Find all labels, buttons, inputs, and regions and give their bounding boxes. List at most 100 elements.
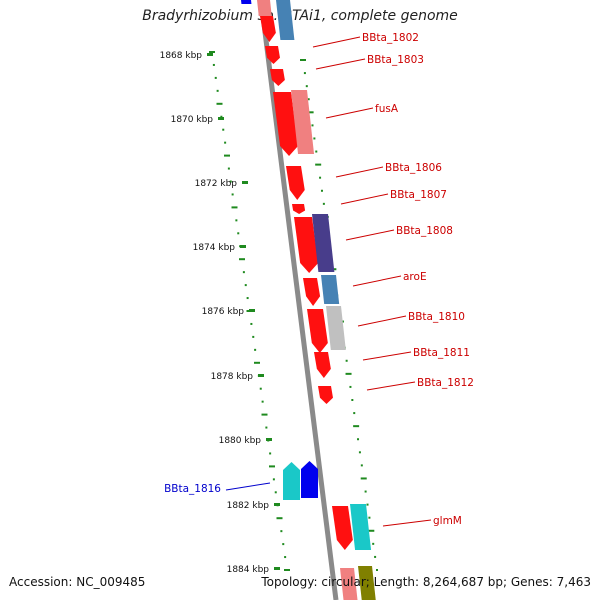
outer-scale-tick	[374, 556, 376, 558]
inner-scale-tick	[209, 51, 215, 53]
gene-label-leader	[336, 167, 383, 177]
outer-scale-tick	[349, 386, 351, 388]
inner-scale-tick	[239, 258, 245, 260]
outer-scale-tick	[304, 72, 306, 74]
inner-scale-tick	[250, 323, 252, 325]
outer-scale-tick	[315, 164, 321, 166]
gene-cds	[276, 0, 294, 40]
inner-scale-tick	[277, 517, 283, 519]
inner-scale-tick	[254, 362, 260, 364]
inner-scale-tick	[254, 349, 256, 351]
major-tick	[274, 567, 280, 570]
inner-scale-tick	[237, 232, 239, 234]
gene-label[interactable]: BBta_1803	[367, 54, 424, 66]
outer-scale-tick	[351, 399, 353, 401]
gene-label-leader	[346, 230, 394, 240]
major-tick	[218, 117, 224, 120]
outer-scale-tick	[376, 569, 378, 571]
major-tick	[207, 53, 213, 56]
gene-label[interactable]: BBta_1808	[396, 225, 453, 237]
outer-scale-tick	[313, 137, 315, 139]
outer-scale-tick	[361, 464, 363, 466]
outer-scale-tick	[306, 85, 308, 87]
scale-label: 1878 kbp	[211, 372, 254, 382]
outer-scale-tick	[361, 477, 367, 479]
inner-scale-tick	[245, 284, 247, 286]
gene-arrow	[314, 352, 331, 378]
gene-label-leader	[341, 194, 388, 204]
inner-scale-tick	[282, 543, 284, 545]
gene-arrow	[307, 309, 328, 353]
inner-scale-tick	[224, 142, 226, 144]
gene-label[interactable]: BBta_1812	[417, 377, 474, 389]
inner-scale-tick	[247, 297, 249, 299]
inner-scale-tick	[213, 64, 215, 66]
major-tick	[274, 503, 280, 506]
inner-scale-tick	[284, 569, 290, 571]
major-tick	[249, 309, 255, 312]
outer-scale-tick	[353, 425, 359, 427]
inner-scale-tick	[275, 491, 277, 493]
gene-label[interactable]: BBta_1806	[385, 162, 442, 174]
gene-label-leader	[326, 108, 373, 118]
genome-map-svg: 1868 kbp1870 kbp1872 kbp1874 kbp1876 kbp…	[0, 0, 600, 600]
inner-scale-tick	[273, 478, 275, 480]
gene-label-leader	[367, 382, 415, 390]
inner-scale-tick	[232, 193, 234, 195]
gene-label-leader	[313, 37, 360, 47]
scale-label: 1882 kbp	[227, 501, 270, 511]
gene-arrow	[332, 506, 353, 550]
gene-label[interactable]: BBta_1810	[408, 311, 465, 323]
gene-cds	[241, 0, 251, 4]
inner-scale-tick	[243, 271, 245, 273]
outer-scale-tick	[368, 517, 370, 519]
outer-scale-tick	[321, 190, 323, 192]
gene-arrow-reverse	[283, 462, 300, 500]
gene-label-leader	[316, 59, 365, 69]
inner-scale-tick	[252, 336, 254, 338]
gene-label[interactable]: fusA	[375, 103, 399, 115]
gene-cds	[321, 275, 339, 304]
major-tick	[258, 374, 264, 377]
outer-scale-tick	[359, 451, 361, 453]
gene-label[interactable]: BBta_1802	[362, 32, 419, 44]
scale-label: 1884 kbp	[227, 565, 270, 575]
scale-label: 1872 kbp	[195, 179, 238, 189]
outer-scale-tick	[353, 412, 355, 414]
inner-scale-tick	[284, 556, 286, 558]
scale-label: 1870 kbp	[171, 115, 214, 125]
outer-scale-tick	[357, 438, 359, 440]
outer-scale-tick	[368, 530, 374, 532]
gene-label[interactable]: BBta_1816	[164, 483, 221, 495]
gene-arrow	[260, 16, 276, 42]
outer-scale-tick	[346, 373, 352, 375]
major-tick	[242, 181, 248, 184]
genome-map-view: Bradyrhizobium sp. BTAi1, complete genom…	[0, 0, 600, 600]
gene-label-leader	[363, 352, 411, 360]
inner-scale-tick	[269, 465, 275, 467]
outer-scale-tick	[311, 124, 313, 126]
outer-scale-tick	[300, 59, 306, 61]
gene-label[interactable]: glmM	[433, 515, 462, 527]
gene-arrow	[318, 386, 333, 404]
gene-label[interactable]: BBta_1811	[413, 347, 470, 359]
inner-scale-tick	[280, 530, 282, 532]
outer-scale-tick	[319, 177, 321, 179]
inner-scale-tick	[224, 155, 230, 157]
scale-label: 1868 kbp	[160, 51, 203, 61]
inner-scale-tick	[217, 90, 219, 92]
gene-label-leader	[383, 520, 431, 526]
gene-label[interactable]: BBta_1807	[390, 189, 447, 201]
inner-scale-tick	[262, 414, 268, 416]
outer-scale-tick	[372, 543, 374, 545]
inner-scale-tick	[235, 219, 237, 221]
gene-label[interactable]: aroE	[403, 271, 427, 283]
outer-scale-tick	[346, 360, 348, 362]
inner-scale-tick	[265, 427, 267, 429]
major-tick	[240, 245, 246, 248]
accession-text: Accession: NC_009485	[9, 575, 145, 589]
gene-arrow	[286, 166, 305, 200]
scale-label-layer: 1868 kbp 1870 kbp 1872 kbp 1874 kbp 1876 kbp…	[160, 51, 280, 575]
gene-arrow	[303, 278, 320, 306]
inner-scale-tick	[215, 77, 217, 79]
